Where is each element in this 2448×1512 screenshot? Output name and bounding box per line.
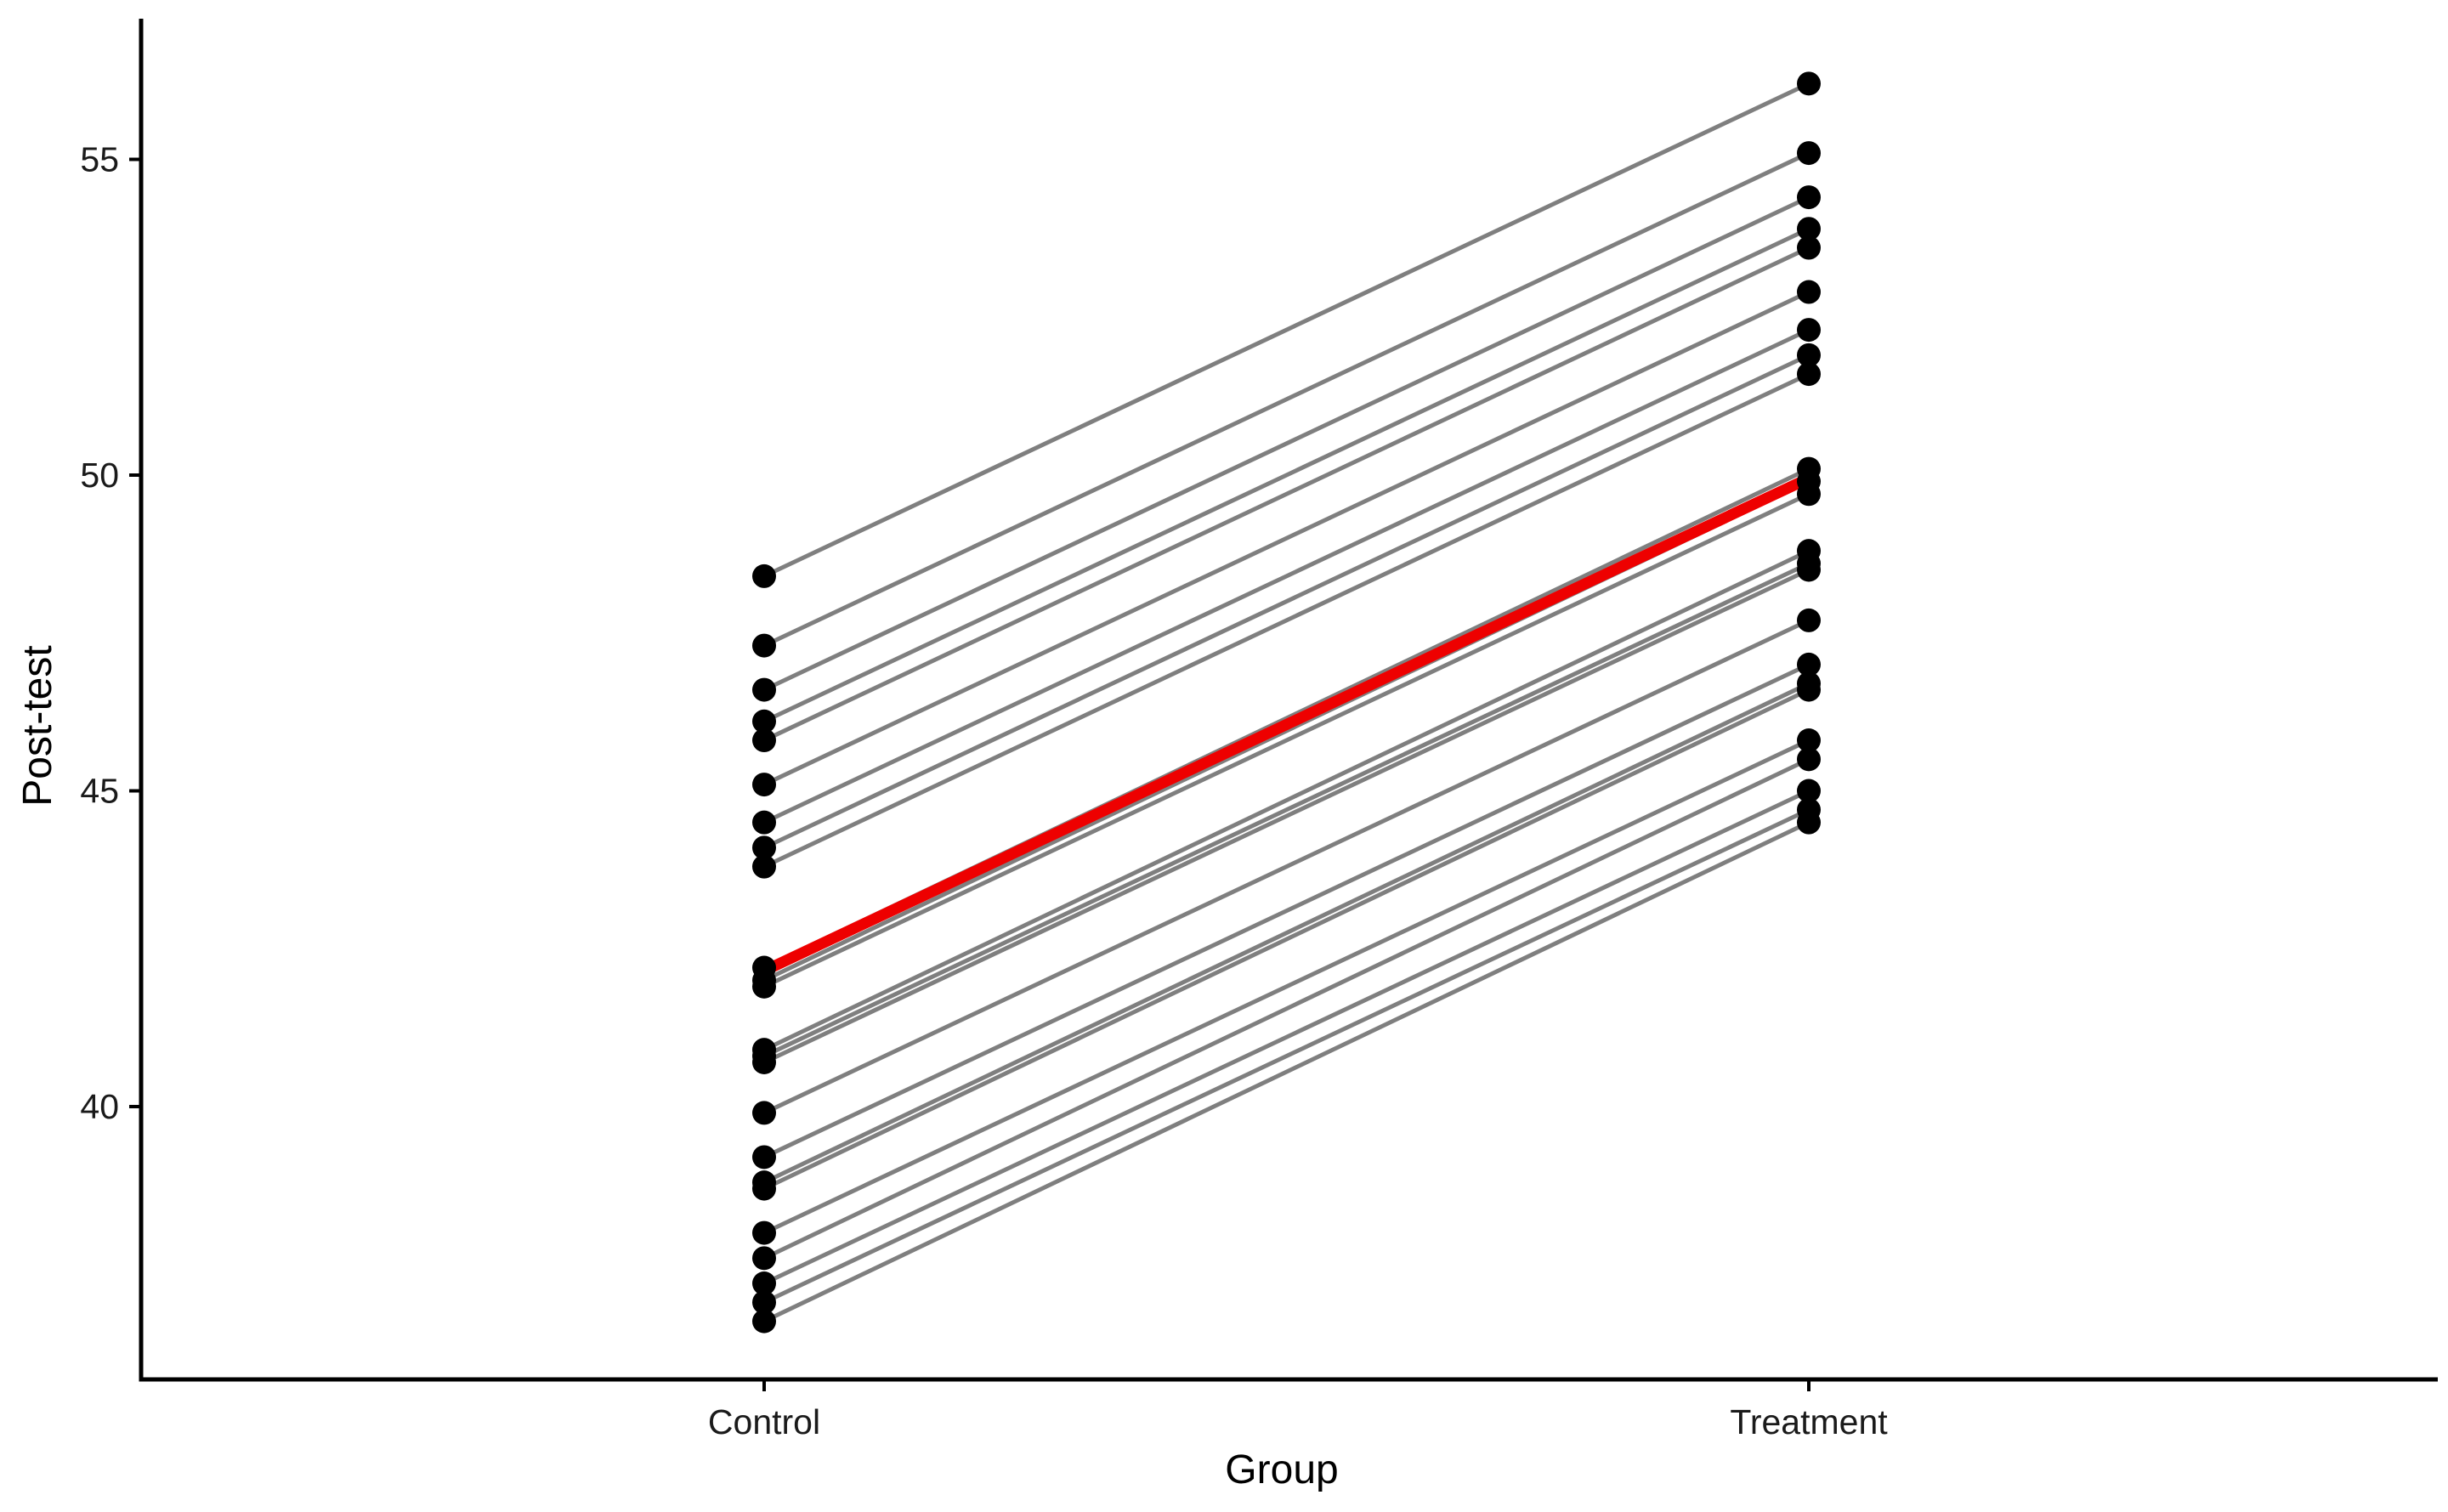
y-axis-ticks: 40 45 50 55 [80,140,141,1126]
control-point [752,728,776,753]
treatment-point [1797,235,1821,260]
mean-line-group [762,473,1811,977]
control-point [752,1246,776,1271]
subject-line [762,371,1810,869]
treatment-point [1797,779,1821,803]
subject-line [762,195,1810,692]
treatment-point [1797,608,1821,632]
subject-line [762,789,1810,1286]
treatment-point [1797,185,1821,210]
control-point [752,1290,776,1315]
subject-line [762,492,1810,989]
x-tick-label: Treatment [1730,1402,1888,1441]
control-point [752,1220,776,1245]
treatment-point [1797,71,1821,96]
control-point [752,1101,776,1125]
treatment-point [1797,677,1821,702]
treatment-point [1797,343,1821,367]
x-axis-ticks: Control Treatment [708,1379,1888,1441]
subject-line [762,150,1810,648]
subject-line [762,568,1810,1065]
subject-line [762,807,1810,1305]
treatment-point [1797,728,1821,753]
subject-line [762,82,1810,579]
y-axis-title: Post-test [15,645,60,806]
x-tick-label: Control [708,1402,820,1441]
axes: 40 45 50 55 Control Treatment [80,19,2438,1441]
treatment-point [1797,747,1821,772]
subject-line [762,618,1810,1115]
treatment-point [1797,280,1821,304]
subject-line [762,548,1810,1052]
treatment-point [1797,217,1821,241]
subject-line [762,327,1810,824]
control-point [752,810,776,835]
subject-line [762,290,1810,787]
subject-lines [762,82,1810,1323]
y-tick-label: 50 [80,456,119,495]
subject-line [762,681,1810,1185]
subject-line [762,820,1810,1323]
subject-line [762,561,1810,1058]
control-point [752,1145,776,1169]
x-axis-title: Group [1225,1447,1338,1492]
subject-line [762,662,1810,1159]
subject-line [762,353,1810,850]
control-point [752,1309,776,1334]
control-point [752,1176,776,1201]
control-point [752,1271,776,1296]
treatment-point [1797,141,1821,166]
subject-line [762,688,1810,1191]
treatment-point [1797,558,1821,582]
y-tick-label: 40 [80,1087,119,1126]
control-point [752,773,776,797]
y-tick-label: 55 [80,140,119,179]
subject-line [762,757,1810,1260]
control-point [752,835,776,860]
treatment-point [1797,318,1821,343]
treatment-point [1797,482,1821,507]
subject-line [762,226,1810,724]
control-point [752,677,776,702]
control-point [752,974,776,999]
treatment-point [1797,652,1821,677]
mean-line [762,473,1811,977]
subject-line [762,738,1810,1235]
control-point [752,563,776,588]
treatment-point [1797,362,1821,387]
control-point [752,709,776,733]
control-point [752,1050,776,1074]
subject-line [762,246,1810,743]
data-points [752,71,1821,1334]
control-point [752,633,776,658]
treatment-point [1797,810,1821,835]
control-point [752,854,776,879]
y-tick-label: 45 [80,772,119,811]
